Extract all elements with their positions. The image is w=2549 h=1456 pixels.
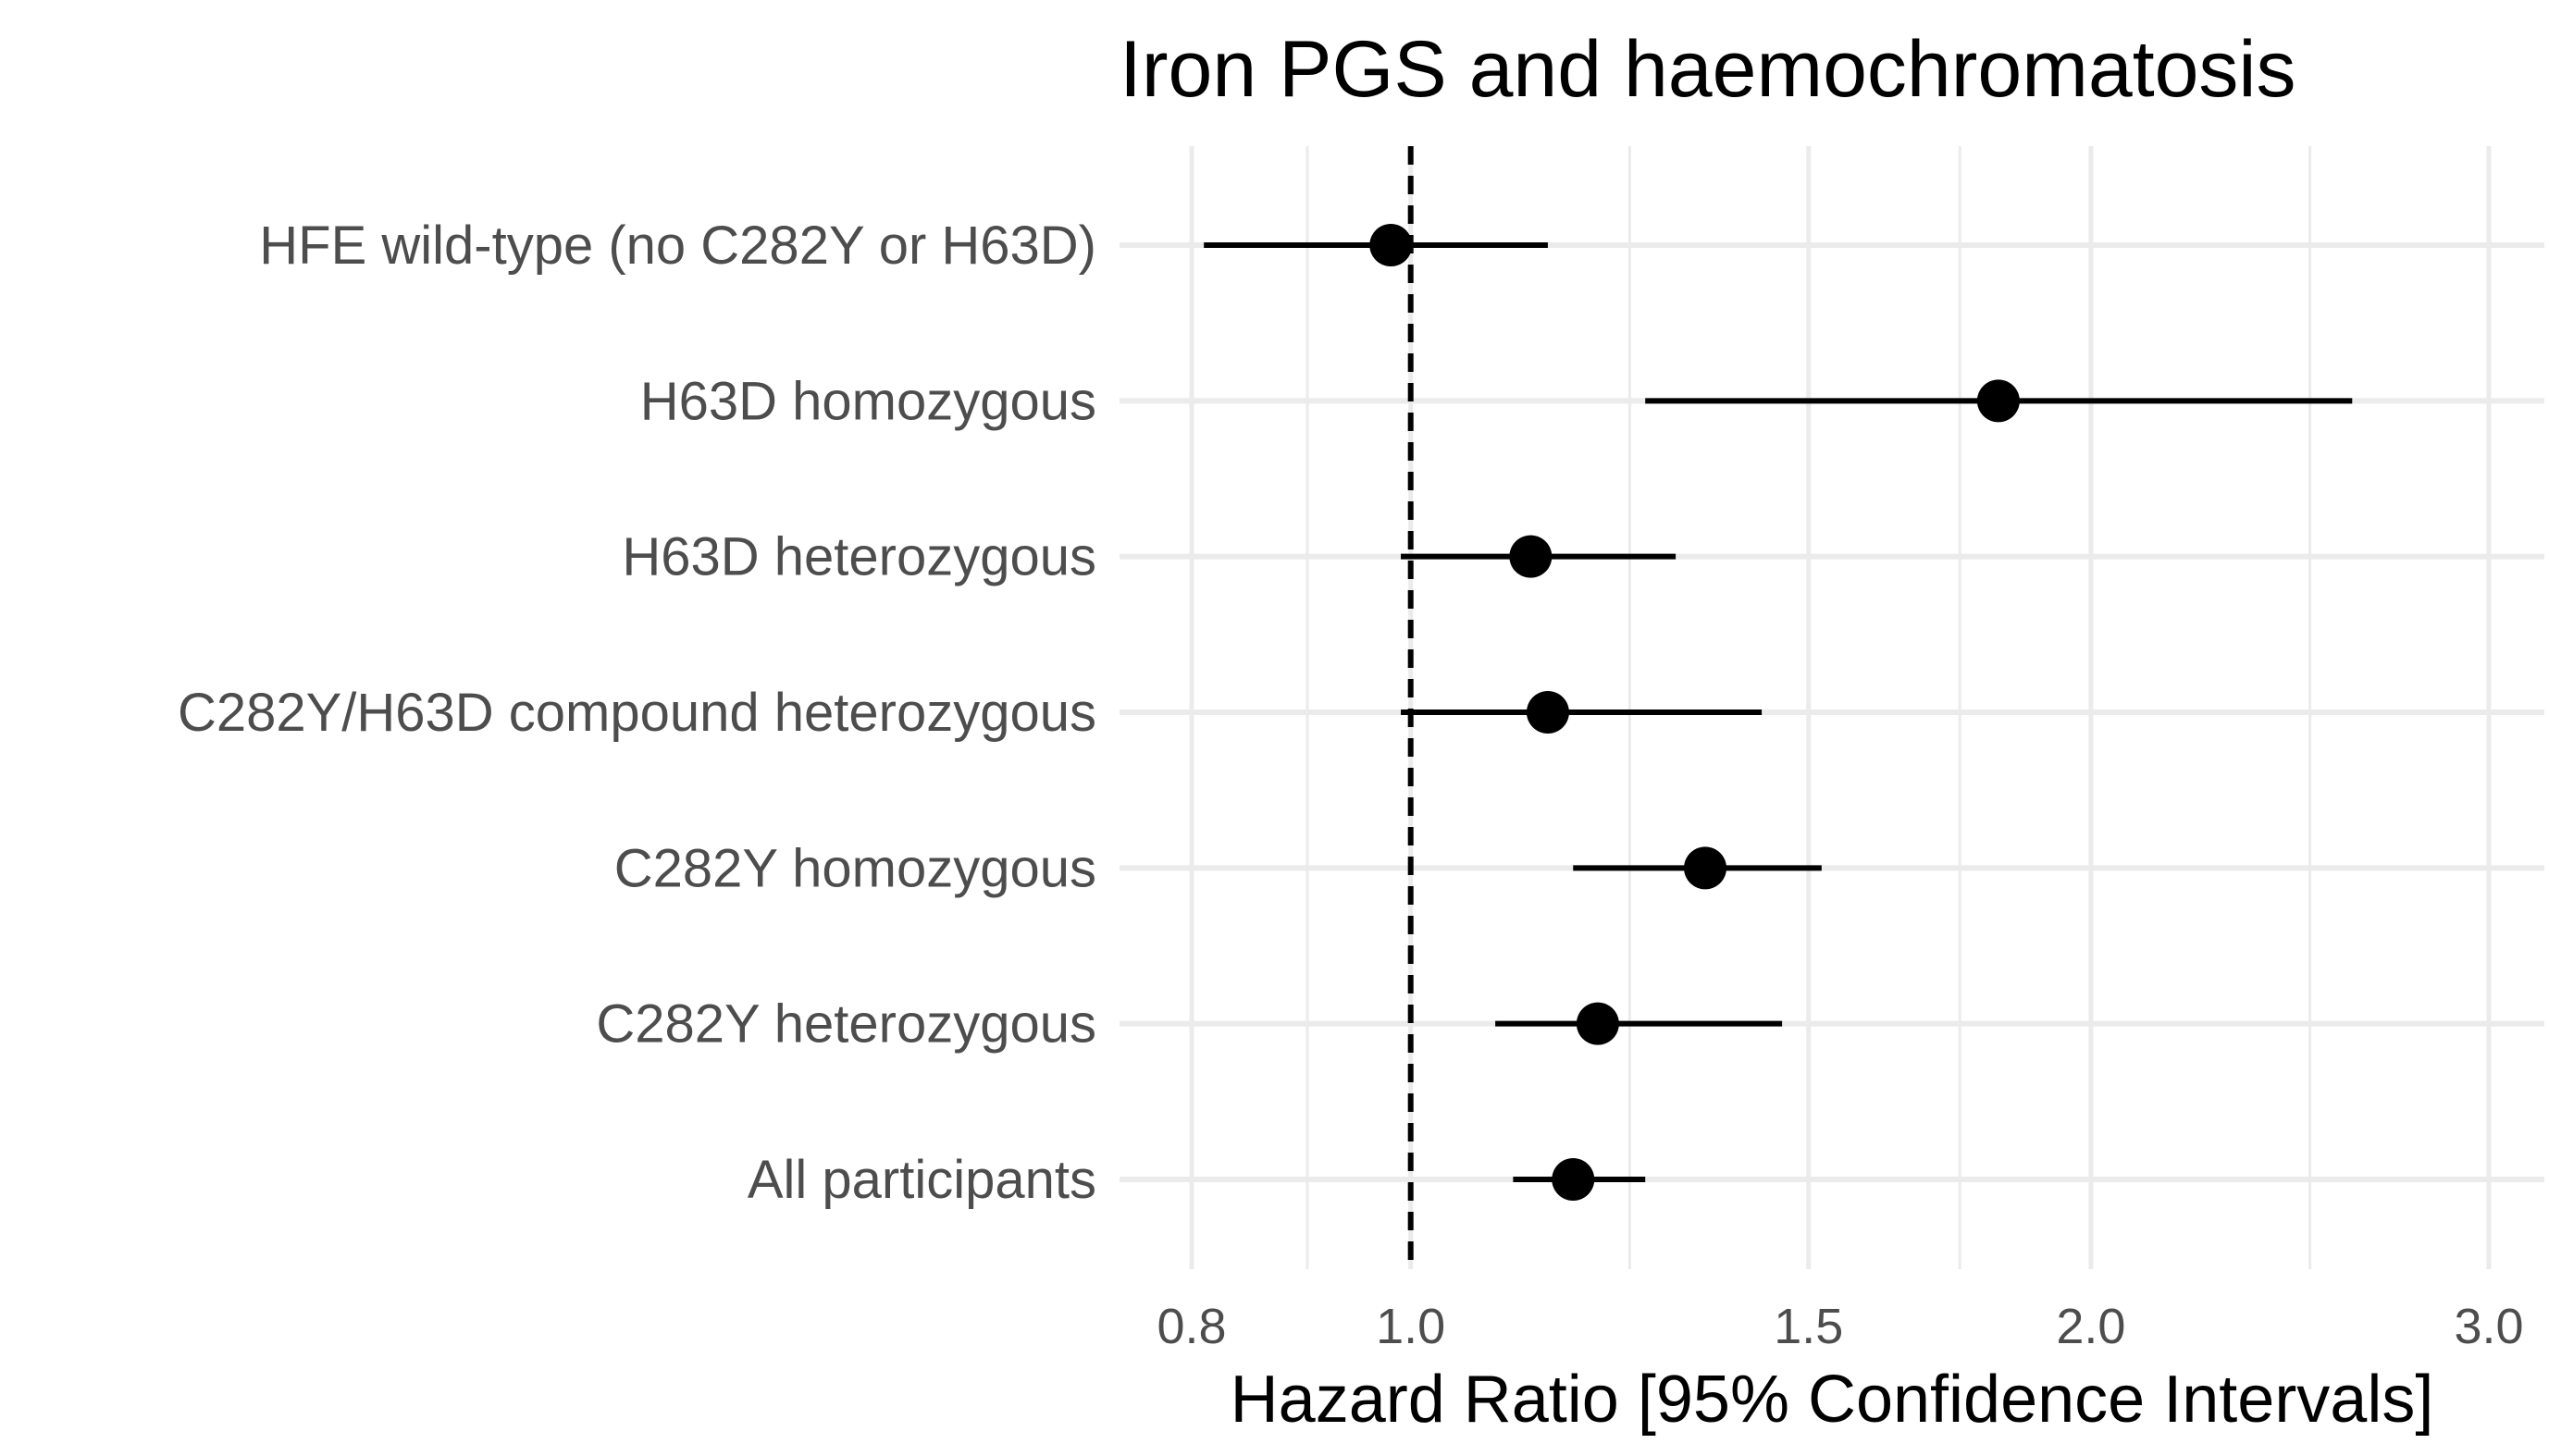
category-label-0: HFE wild-type (no C282Y or H63D) — [259, 216, 1096, 276]
chart-title: Iron PGS and haemochromatosis — [1120, 25, 2296, 114]
x-tick-label-3: 2.0 — [2056, 1299, 2125, 1354]
category-label-6: All participants — [748, 1150, 1096, 1210]
category-label-1: H63D homozygous — [640, 371, 1096, 431]
category-labels: HFE wild-type (no C282Y or H63D) H63D hom… — [178, 216, 1096, 1210]
x-tick-label-2: 1.5 — [1774, 1299, 1843, 1354]
point-estimate-1 — [1976, 379, 2020, 423]
category-label-4: C282Y homozygous — [614, 838, 1096, 898]
x-tick-label-1: 1.0 — [1376, 1299, 1445, 1354]
minor-gridlines — [1305, 146, 2312, 1269]
point-estimate-3 — [1526, 691, 1569, 734]
category-label-2: H63D heterozygous — [622, 527, 1096, 587]
category-gridlines — [1120, 242, 2544, 1182]
x-tick-labels: 0.8 1.0 1.5 2.0 3.0 — [1157, 1299, 2523, 1354]
point-estimate-0 — [1369, 224, 1413, 266]
x-tick-label-4: 3.0 — [2454, 1299, 2523, 1354]
x-axis-label: Hazard Ratio [95% Confidence Intervals] — [1231, 1363, 2434, 1437]
x-tick-label-0: 0.8 — [1157, 1299, 1226, 1354]
point-estimate-5 — [1576, 1002, 1619, 1045]
point-estimates — [1369, 224, 2020, 1201]
major-gridlines — [1189, 146, 2492, 1269]
point-estimate-2 — [1509, 535, 1553, 578]
category-label-3: C282Y/H63D compound heterozygous — [178, 683, 1096, 743]
category-label-5: C282Y heterozygous — [596, 994, 1096, 1055]
point-estimate-4 — [1684, 846, 1727, 890]
point-estimate-6 — [1552, 1158, 1595, 1201]
